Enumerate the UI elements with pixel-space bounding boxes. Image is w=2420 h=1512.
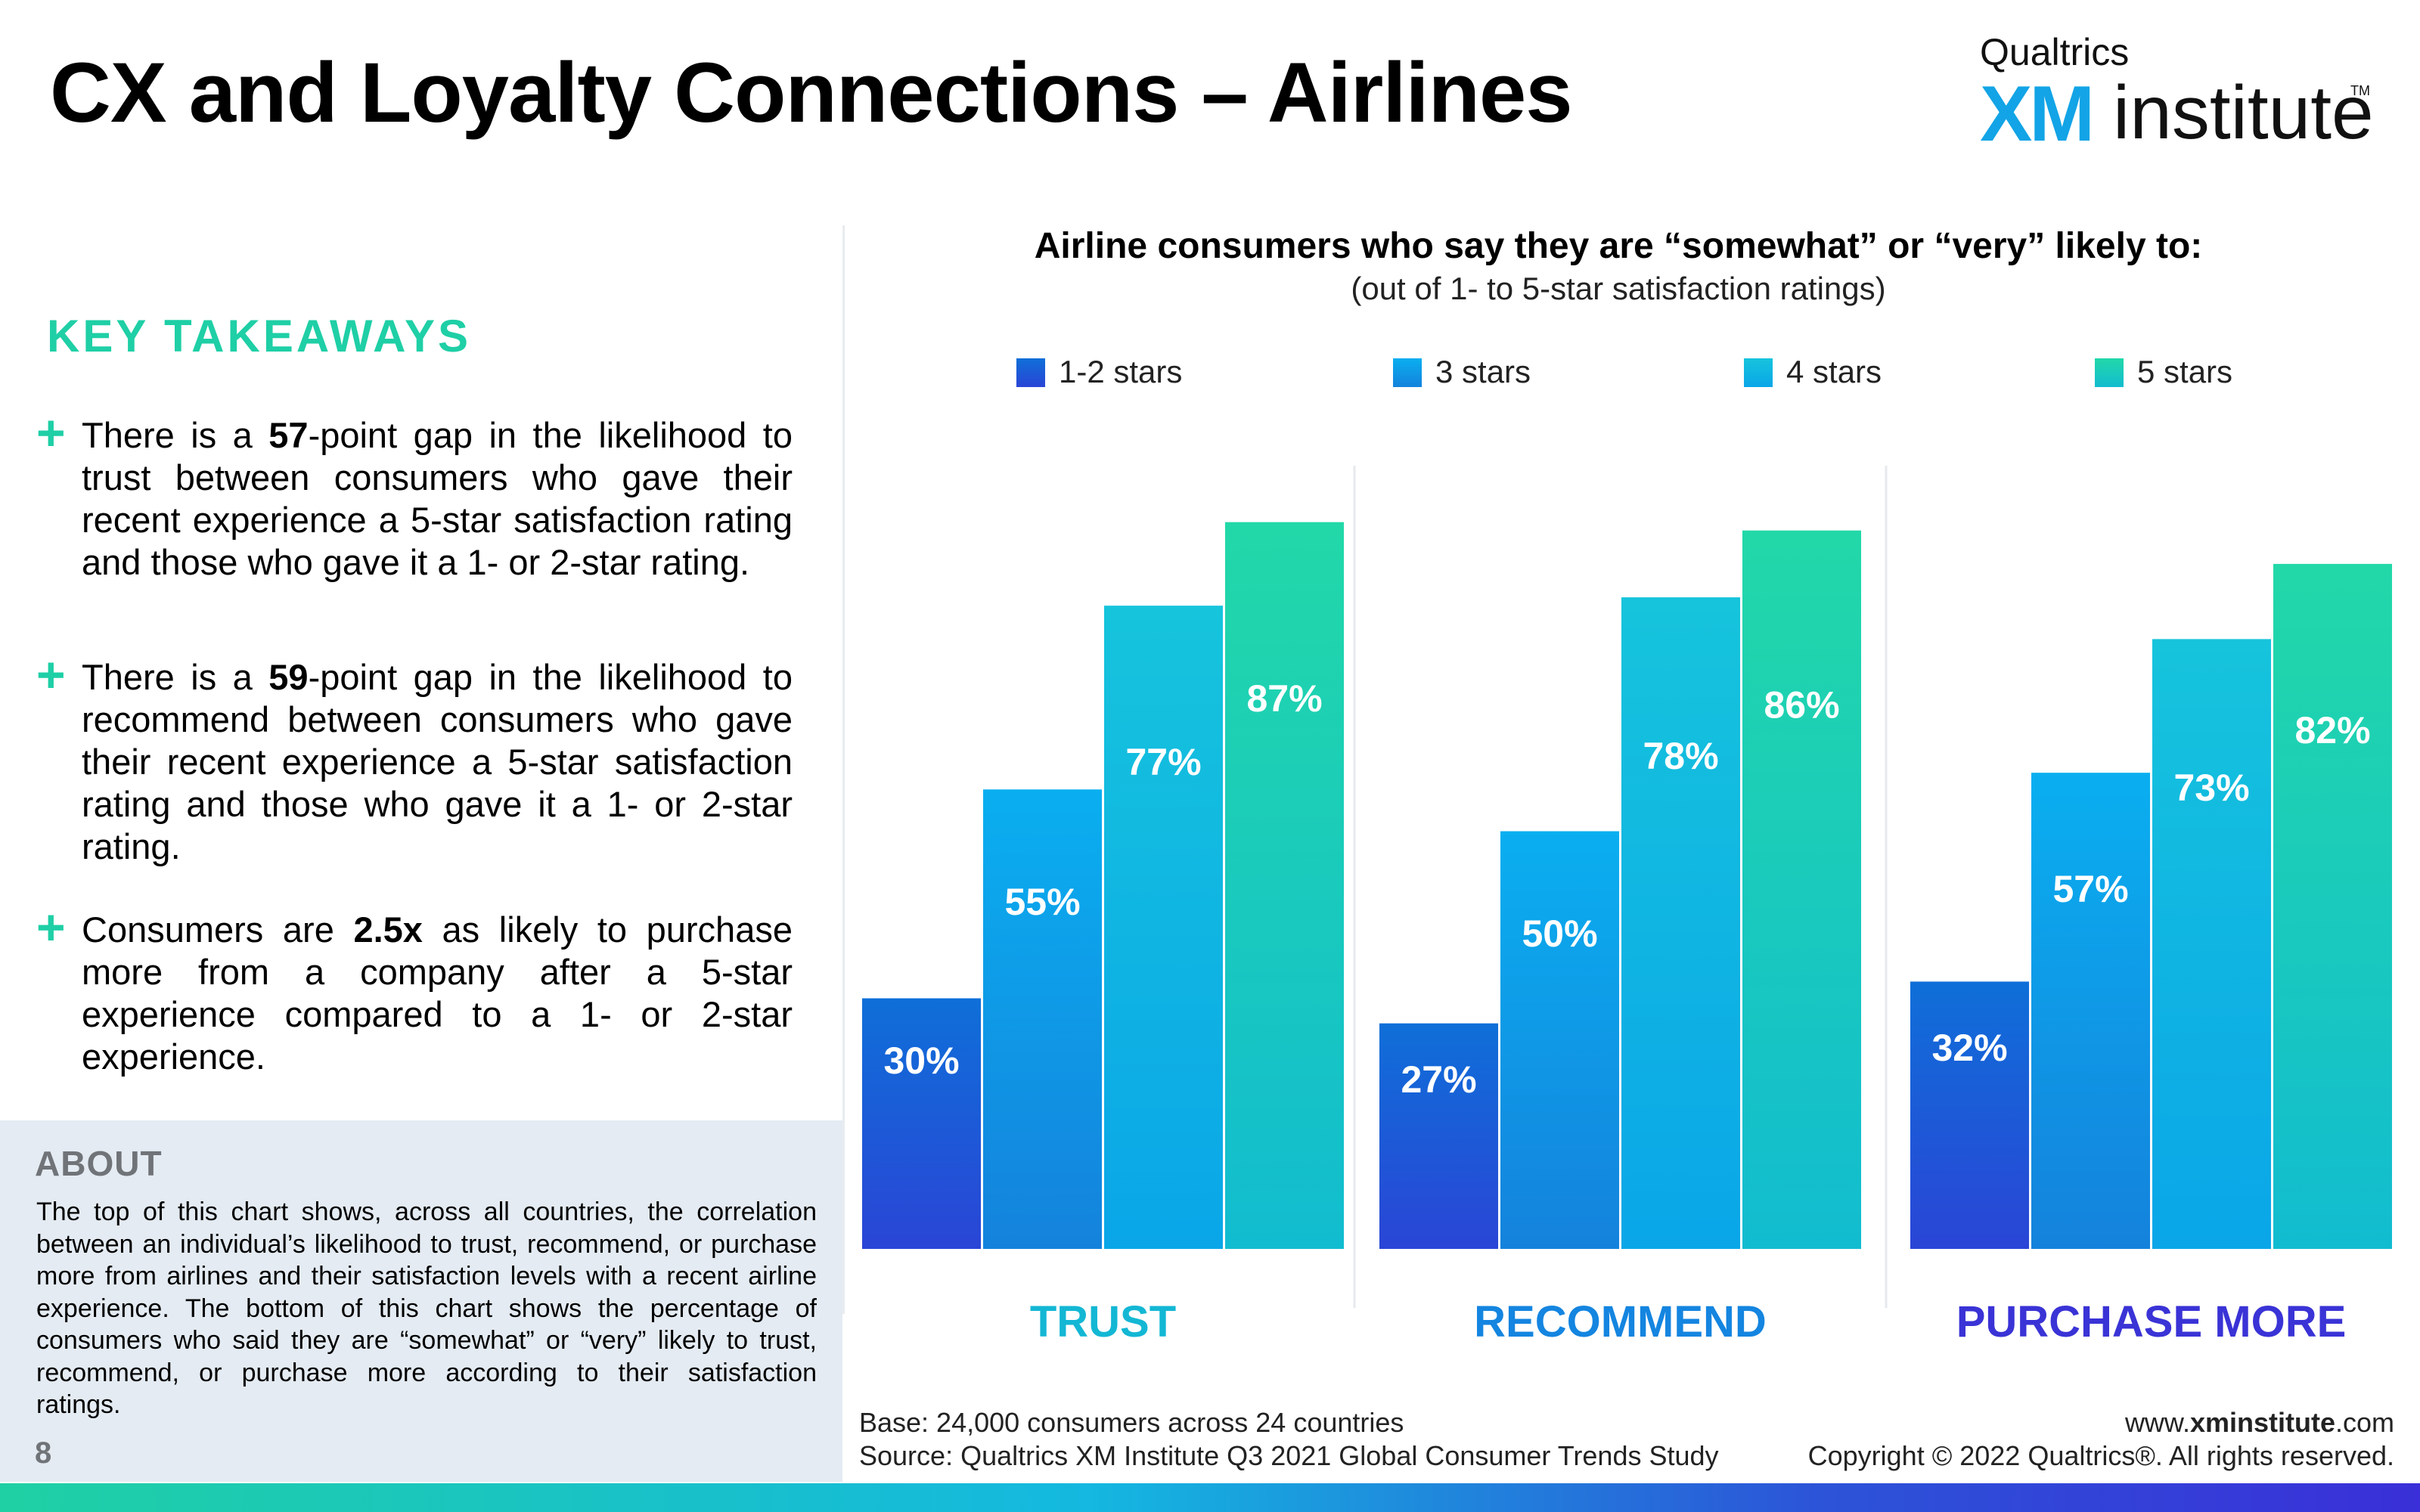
data-label: 55% (1004, 881, 1080, 923)
legend-swatch (1393, 358, 1422, 387)
takeaway-text-pre: Consumers are (82, 909, 354, 950)
about-heading: ABOUT (35, 1144, 163, 1183)
about-text: The top of this chart shows, across all … (36, 1198, 817, 1419)
legend-swatch (1016, 358, 1045, 387)
bar-purchase-more-4-stars (2152, 639, 2271, 1249)
data-label: 86% (1764, 684, 1839, 727)
footer-url-pre: www. (2124, 1407, 2190, 1438)
takeaway-item: + Consumers are 2.5x as likely to purcha… (36, 899, 793, 1078)
bar-purchase-more-3-stars (2031, 773, 2150, 1249)
footer-copyright: www.xminstitute.com Copyright © 2022 Qua… (1808, 1406, 2394, 1473)
data-label: 57% (2052, 868, 2128, 910)
takeaway-text: There is a 59-point gap in the likelihoo… (82, 656, 793, 868)
takeaway-text-pre: There is a (82, 657, 269, 697)
data-label: 82% (2294, 709, 2370, 751)
bar-trust-1-2-stars (862, 998, 981, 1249)
logo-trademark: TM (2350, 83, 2370, 98)
data-label: 77% (1125, 741, 1201, 783)
data-label: 87% (1246, 677, 1322, 720)
data-label: 73% (2173, 767, 2249, 809)
legend-label: 3 stars (1435, 354, 1531, 389)
takeaway-highlight: 57 (268, 415, 309, 455)
bar-recommend-1-2-stars (1379, 1023, 1498, 1249)
footer-source: Base: 24,000 consumers across 24 countri… (859, 1406, 1719, 1473)
legend-label: 1-2 stars (1059, 354, 1183, 389)
category-label-purchase-more: PURCHASE MORE (1956, 1297, 2347, 1346)
takeaway-text: There is a 57-point gap in the likelihoo… (82, 414, 793, 584)
bar-purchase-more-5-stars (2273, 563, 2392, 1249)
footer-source-line: Source: Qualtrics XM Institute Q3 2021 G… (859, 1440, 1719, 1471)
data-label: 32% (1931, 1027, 2007, 1069)
plus-icon: + (36, 646, 66, 702)
takeaway-item: + There is a 59-point gap in the likelih… (36, 646, 793, 868)
takeaway-text: Consumers are 2.5x as likely to purchase… (82, 909, 793, 1078)
plus-icon: + (36, 404, 66, 460)
data-label: 50% (1522, 912, 1597, 955)
takeaway-item: + There is a 57-point gap in the likelih… (36, 404, 793, 584)
takeaway-text-post: -point gap in the likelihood to recommen… (82, 657, 793, 866)
bar-recommend-4-stars (1621, 597, 1740, 1249)
category-label-recommend: RECOMMEND (1474, 1297, 1767, 1346)
bar-purchase-more-1-2-stars (1910, 981, 2029, 1249)
takeaway-text-pre: There is a (82, 415, 269, 455)
data-label: 78% (1643, 735, 1718, 777)
data-label: 27% (1401, 1058, 1476, 1101)
page-title: CX and Loyalty Connections – Airlines (50, 45, 1573, 140)
footer-url-suffix: .com (2335, 1407, 2394, 1438)
category-label-trust: TRUST (1030, 1297, 1176, 1346)
bar-trust-4-stars (1104, 606, 1223, 1249)
logo-brand: Qualtrics (1980, 31, 2130, 73)
bar-recommend-3-stars (1500, 831, 1619, 1249)
logo-product: institute (2113, 70, 2374, 155)
key-takeaways-heading: KEY TAKEAWAYS (47, 311, 472, 361)
data-label: 30% (883, 1040, 959, 1082)
qualtrics-xm-institute-logo: Qualtrics XM institute TM (1980, 30, 2374, 158)
takeaway-text-post: as likely to purchase more from a compan… (82, 909, 793, 1077)
legend-swatch (1744, 358, 1773, 387)
page-number: 8 (35, 1436, 52, 1470)
legend-label: 5 stars (2137, 354, 2233, 389)
footer-url[interactable]: www.xminstitute.com (1808, 1406, 2394, 1439)
chart-title: Airline consumers who say they are “some… (1034, 226, 2203, 266)
vertical-divider (842, 225, 845, 1314)
bar-trust-3-stars (983, 789, 1102, 1249)
takeaway-highlight: 59 (268, 657, 309, 697)
takeaway-highlight: 2.5x (353, 909, 423, 950)
about-panel (0, 1120, 842, 1482)
footer-base: Base: 24,000 consumers across 24 countri… (859, 1407, 1404, 1438)
legend-swatch (2095, 358, 2124, 387)
bottom-gradient-bar (0, 1483, 2420, 1512)
plus-icon: + (36, 899, 66, 955)
legend-label: 4 stars (1786, 354, 1882, 389)
logo-xm-mark: XM (1980, 70, 2095, 158)
takeaway-text-post: -point gap in the likelihood to trust be… (82, 415, 793, 582)
bar-trust-5-stars (1225, 522, 1344, 1249)
bar-recommend-5-stars (1742, 530, 1861, 1249)
chart-subtitle: (out of 1- to 5-star satisfaction rating… (1351, 271, 1886, 306)
copyright-text: Copyright © 2022 Qualtrics®. All rights … (1807, 1440, 2394, 1471)
footer-url-domain: xminstitute (2189, 1407, 2335, 1438)
